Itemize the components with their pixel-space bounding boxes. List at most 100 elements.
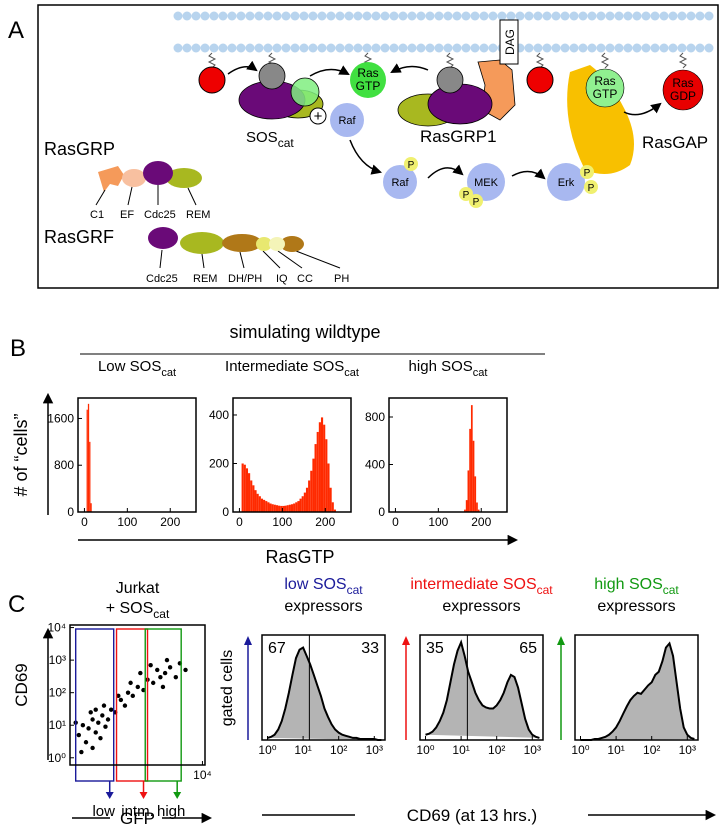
- y-tick-label: 0: [378, 505, 385, 519]
- bar: [465, 500, 468, 512]
- ras-gtp-circle: [350, 62, 386, 98]
- lipid-head: [623, 43, 633, 53]
- point: [90, 745, 95, 751]
- phospho-label: P: [463, 190, 470, 201]
- point: [108, 707, 114, 712]
- bar: [263, 499, 266, 512]
- lipid-head: [290, 11, 300, 21]
- lipid-head: [596, 11, 606, 21]
- panel-a-frame: [37, 4, 719, 289]
- lipid-head: [704, 11, 714, 21]
- bar: [265, 501, 268, 512]
- x-tick-label: 10³: [524, 743, 541, 757]
- title-sub: cat: [473, 367, 488, 379]
- lipid-head: [362, 43, 372, 53]
- lipid-head: [191, 11, 201, 21]
- percent-label: 33: [361, 640, 379, 657]
- lipid-head: [560, 11, 570, 21]
- title-text: low SOS: [284, 576, 346, 593]
- lipid-head: [227, 11, 237, 21]
- bar: [293, 503, 296, 512]
- bar: [470, 405, 473, 512]
- chart-title: Intermediate SOScat: [225, 358, 359, 379]
- panel-title: simulating wildtype: [229, 322, 380, 342]
- bar: [299, 498, 302, 512]
- bar: [472, 440, 475, 512]
- lipid-head: [659, 43, 669, 53]
- rasgrp1-label: RasGRP1: [420, 127, 497, 146]
- x-tick-label: 10²: [488, 743, 505, 757]
- bar: [467, 470, 470, 512]
- lipid-head: [542, 43, 552, 53]
- lipid-head: [551, 43, 561, 53]
- bar: [329, 487, 332, 512]
- domain-label: IQ: [276, 273, 288, 285]
- bar: [89, 441, 91, 512]
- panel-label: C: [8, 591, 25, 618]
- domain: [143, 161, 173, 185]
- bar: [314, 444, 317, 512]
- x-tick-label: 10³: [679, 743, 696, 757]
- bar: [256, 493, 259, 512]
- lipid-head: [389, 43, 399, 53]
- bar: [245, 468, 249, 512]
- domain-label: C1: [90, 209, 104, 221]
- plot-frame: [69, 624, 206, 766]
- anchor: [678, 52, 688, 69]
- ras-bound: [258, 62, 286, 90]
- gate: [74, 628, 115, 782]
- lipid-head: [650, 43, 660, 53]
- arrow: [309, 65, 350, 77]
- y-arrowhead: [557, 636, 565, 645]
- sos-label: SOScat: [246, 129, 294, 150]
- lipid-head: [506, 11, 516, 21]
- phospho: [459, 187, 473, 201]
- lipid-head: [551, 11, 561, 21]
- lipid-head: [245, 11, 255, 21]
- lipid-head: [623, 11, 633, 21]
- lipid-head: [515, 11, 525, 21]
- x-tick-label: 10²: [330, 743, 347, 757]
- lipid-head: [632, 11, 642, 21]
- point: [164, 657, 170, 663]
- bar: [327, 463, 330, 512]
- lipid-head: [272, 11, 282, 21]
- rasgrp-label: RasGRP: [44, 139, 115, 159]
- lipid-head: [659, 11, 669, 21]
- plus-circle: [309, 107, 327, 125]
- lipid-head: [200, 43, 210, 53]
- membrane: [173, 11, 714, 69]
- lipid-head: [236, 11, 246, 21]
- lipid-head: [614, 43, 624, 53]
- y-tick-label: 0: [67, 505, 74, 519]
- title-text: Low SOS: [98, 358, 161, 375]
- lipid-head: [326, 11, 336, 21]
- lipid-head: [335, 11, 345, 21]
- arrow: [427, 164, 464, 179]
- histogram-area: [425, 639, 540, 739]
- bar: [254, 490, 257, 512]
- point: [76, 732, 82, 738]
- lipid-head: [290, 43, 300, 53]
- point: [90, 717, 95, 722]
- domain-label: REM: [193, 273, 217, 285]
- point: [148, 662, 153, 668]
- erk-label: Erk: [558, 177, 575, 189]
- lipid-head: [479, 11, 489, 21]
- ras-gtp-circle: [585, 68, 625, 108]
- x-label: RasGTP: [265, 547, 334, 567]
- ras-gdp-line2: GDP: [670, 89, 696, 103]
- lipid-head: [695, 43, 705, 53]
- lipid-head: [677, 11, 687, 21]
- lipid-head: [326, 43, 336, 53]
- bar: [476, 502, 478, 512]
- lipid-head: [254, 11, 264, 21]
- phospho-label: P: [588, 183, 595, 194]
- lipid-head: [443, 11, 453, 21]
- chart-title: Low SOScat: [98, 358, 176, 379]
- anchor: [600, 52, 610, 69]
- bar: [469, 428, 471, 512]
- lipid-head: [308, 11, 318, 21]
- bar: [333, 509, 336, 512]
- y-label: gated cells: [219, 650, 236, 727]
